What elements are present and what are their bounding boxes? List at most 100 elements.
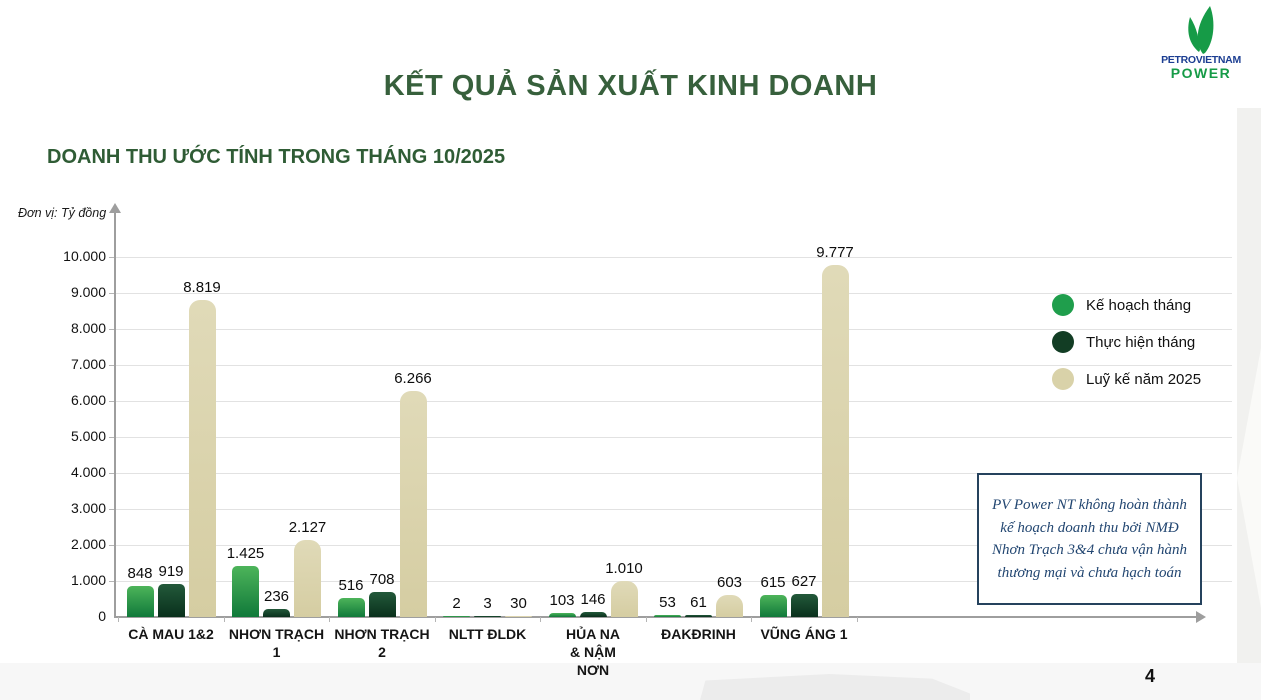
bar-2-2 [263, 608, 290, 617]
y-axis-tick-label: 3.000 [70, 500, 106, 516]
value-label: 919 [158, 562, 184, 580]
legend-item: Kế hoạch tháng [1052, 294, 1201, 316]
x-axis-arrow-icon [1196, 611, 1206, 623]
gridline [115, 473, 1232, 474]
y-axis-tick [109, 473, 115, 474]
value-label: 615 [760, 573, 786, 591]
value-label: 9.777 [816, 244, 854, 262]
y-axis-tick-label: 7.000 [70, 356, 106, 372]
category-label: CÀ MAU 1&2 [128, 626, 214, 642]
bar-2-4 [474, 616, 501, 617]
legend-item: Luỹ kế năm 2025 [1052, 368, 1201, 390]
y-axis-tick [109, 329, 115, 330]
x-axis-tick [856, 617, 858, 622]
page-title: KẾT QUẢ SẢN XUẤT KINH DOANH [383, 70, 878, 102]
legend-item: Thực hiện tháng [1052, 331, 1201, 353]
bar-1-4 [443, 616, 470, 617]
gridline [115, 329, 1232, 330]
x-axis-tick [329, 617, 331, 622]
x-axis [114, 616, 1196, 618]
bar-2-1 [157, 583, 185, 617]
bar-2-7 [790, 594, 818, 617]
y-axis-tick-label: 5.000 [70, 428, 106, 444]
legend-swatch-ytd-icon [1052, 368, 1074, 390]
y-axis-tick-label: 4.000 [70, 464, 106, 480]
right-decor-strip [1237, 108, 1261, 700]
value-label: 516 [338, 577, 364, 595]
x-axis-tick [645, 617, 647, 622]
value-label: 2 [452, 595, 461, 612]
bar-1-6 [654, 615, 681, 617]
category-label: ĐAKĐRINH [661, 626, 736, 642]
gridline [115, 365, 1232, 366]
footer-strip [0, 663, 1261, 700]
bar-3-6 [716, 595, 743, 617]
gridline [115, 437, 1232, 438]
value-label: 1.425 [226, 544, 265, 562]
annotation-box: PV Power NT không hoàn thành kế hoạch do… [977, 473, 1202, 605]
y-axis-tick [109, 581, 115, 582]
gridline [115, 545, 1232, 546]
y-axis-tick-label: 6.000 [70, 392, 106, 408]
x-axis-tick [118, 617, 120, 622]
value-label: 848 [127, 565, 153, 583]
gridline [115, 257, 1232, 258]
y-axis-arrow-icon [109, 203, 121, 213]
bar-1-5 [548, 613, 576, 617]
category-label: HỦA NA & NẬM NƠN [566, 626, 620, 679]
bar-2-5 [579, 611, 607, 617]
logo-text-petrovietnam: PETROVIETNAM [1161, 54, 1241, 66]
category-label: NHƠN TRẠCH 2 [334, 626, 430, 661]
category-label: VŨNG ÁNG 1 [760, 626, 848, 642]
bar-1-3 [337, 598, 365, 617]
value-label: 236 [263, 587, 290, 605]
value-label: 708 [369, 570, 395, 588]
gridline [115, 581, 1232, 582]
logo-text-power: POWER [1170, 65, 1232, 81]
bar-2-3 [368, 591, 396, 617]
chart-legend: Kế hoạch tháng Thực hiện tháng Luỹ kế nă… [1052, 294, 1201, 390]
bar-3-2 [294, 540, 321, 617]
value-label: 146 [580, 590, 606, 608]
y-axis-tick-label: 8.000 [70, 320, 106, 336]
legend-swatch-actual-icon [1052, 331, 1074, 353]
right-decor-shape [1237, 348, 1261, 608]
bar-1-7 [759, 594, 787, 617]
legend-label: Kế hoạch tháng [1086, 296, 1192, 314]
y-axis-tick-label: 10.000 [63, 248, 106, 264]
chart-title: DOANH THU ƯỚC TÍNH TRONG THÁNG 10/2025 [47, 146, 506, 168]
axis-unit-label: Đơn vị: Tỷ đồng [18, 206, 107, 220]
x-axis-tick [223, 617, 225, 622]
y-axis-tick [109, 257, 115, 258]
category-label: NHƠN TRẠCH 1 [228, 626, 325, 661]
value-label: 61 [690, 593, 707, 611]
gridline [115, 401, 1232, 402]
value-label: 103 [549, 592, 575, 610]
value-label: 6.266 [394, 370, 432, 388]
y-axis-tick [109, 401, 115, 402]
petrovietnam-power-logo: PETROVIETNAM POWER [1155, 4, 1247, 81]
bar-1-1 [126, 586, 154, 617]
bar-3-4 [505, 615, 532, 617]
value-label: 603 [716, 574, 743, 592]
x-axis-tick [540, 617, 542, 622]
legend-label: Thực hiện tháng [1086, 333, 1196, 351]
value-label: 8.819 [183, 278, 221, 296]
value-label: 3 [483, 595, 492, 612]
y-axis-tick-label: 0 [98, 608, 106, 624]
y-axis-tick [109, 365, 115, 366]
y-axis-tick [109, 293, 115, 294]
y-axis-tick-label: 1.000 [70, 572, 106, 588]
x-axis-tick [434, 617, 436, 622]
bar-3-3 [399, 391, 427, 617]
page-number: 4 [1144, 666, 1155, 686]
legend-label: Luỹ kế năm 2025 [1086, 370, 1202, 388]
value-label: 53 [659, 594, 676, 612]
x-axis-tick [751, 617, 753, 622]
y-axis-tick [109, 545, 115, 546]
bar-3-7 [821, 265, 849, 617]
bar-1-2 [232, 565, 259, 617]
legend-swatch-plan-icon [1052, 294, 1074, 316]
y-axis-tick [109, 509, 115, 510]
